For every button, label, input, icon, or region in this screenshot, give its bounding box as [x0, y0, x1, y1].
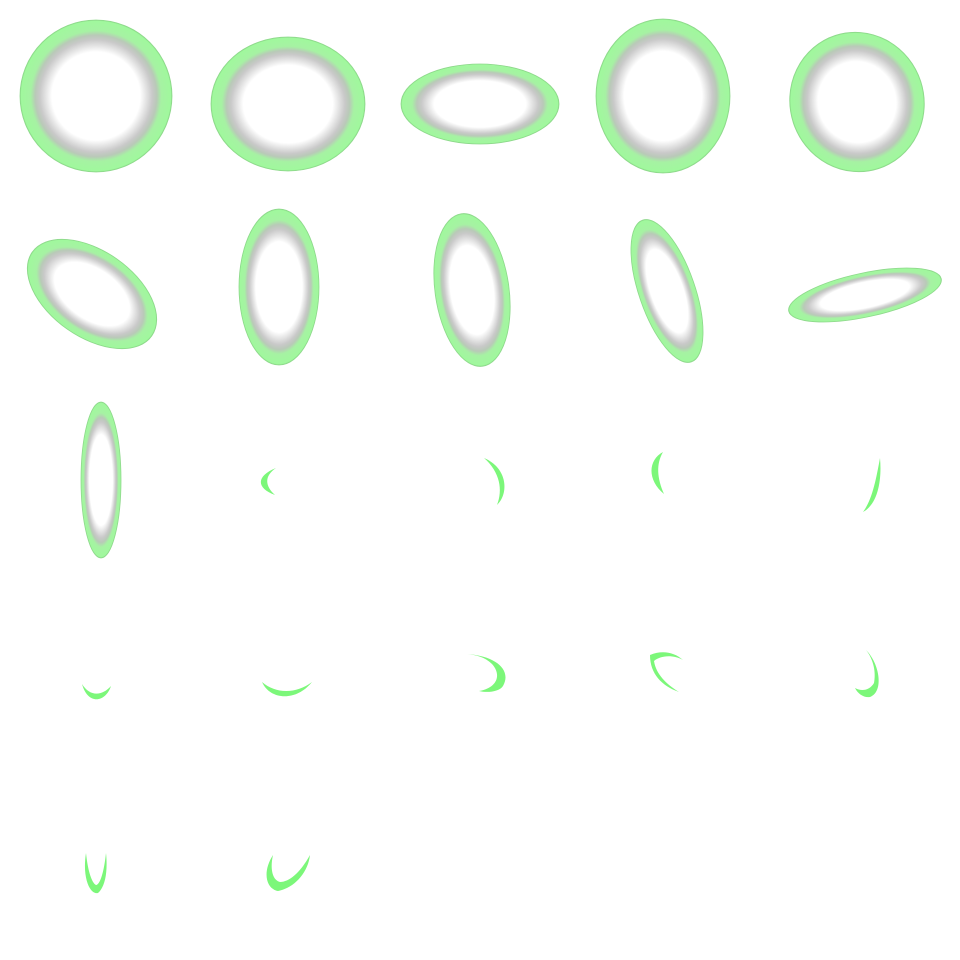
sprite-frame-9: [630, 219, 704, 363]
sprite-frame-22: [266, 855, 310, 891]
glow-ring: [788, 267, 942, 323]
glow-ring: [238, 208, 320, 366]
sprite-frame-16: [82, 684, 111, 700]
sprite-frame-14: [651, 452, 664, 494]
sprite-frame-5: [789, 31, 925, 173]
glow-crescent: [863, 458, 881, 512]
sprite-frame-1: [19, 19, 173, 173]
sprite-frame-19: [650, 652, 683, 692]
sprite-frame-20: [855, 650, 879, 698]
glow-crescent: [855, 650, 879, 698]
sprite-frame-18: [467, 654, 506, 692]
glow-ring: [433, 213, 511, 367]
sprite-frame-6: [26, 238, 158, 350]
glow-ring: [595, 18, 731, 174]
glow-ring: [400, 63, 560, 145]
sprite-frame-12: [260, 468, 276, 495]
glow-crescent: [650, 652, 683, 692]
glow-crescent: [467, 654, 506, 692]
sprite-frame-15: [863, 458, 881, 512]
sprite-frame-10: [788, 267, 942, 323]
sprite-frame-13: [484, 458, 505, 505]
glow-crescent: [484, 458, 505, 505]
sprite-frame-8: [433, 213, 511, 367]
glow-ring: [789, 31, 925, 173]
glow-crescent: [262, 682, 312, 697]
glow-crescent: [84, 853, 107, 894]
sprite-frame-3: [400, 63, 560, 145]
glow-crescent: [266, 855, 310, 891]
sprite-frame-11: [80, 401, 122, 559]
sprite-frame-7: [238, 208, 320, 366]
glow-crescent: [82, 684, 111, 700]
glow-crescent: [651, 452, 664, 494]
glow-ring: [630, 219, 704, 363]
sprite-frame-21: [84, 853, 107, 894]
sprite-frame-2: [210, 36, 366, 172]
glow-ring: [26, 238, 158, 350]
sprite-frame-17: [262, 682, 312, 697]
glow-crescent: [260, 468, 276, 495]
glow-ring: [19, 19, 173, 173]
sprite-frame-4: [595, 18, 731, 174]
glow-ring: [80, 401, 122, 559]
glow-ring: [210, 36, 366, 172]
